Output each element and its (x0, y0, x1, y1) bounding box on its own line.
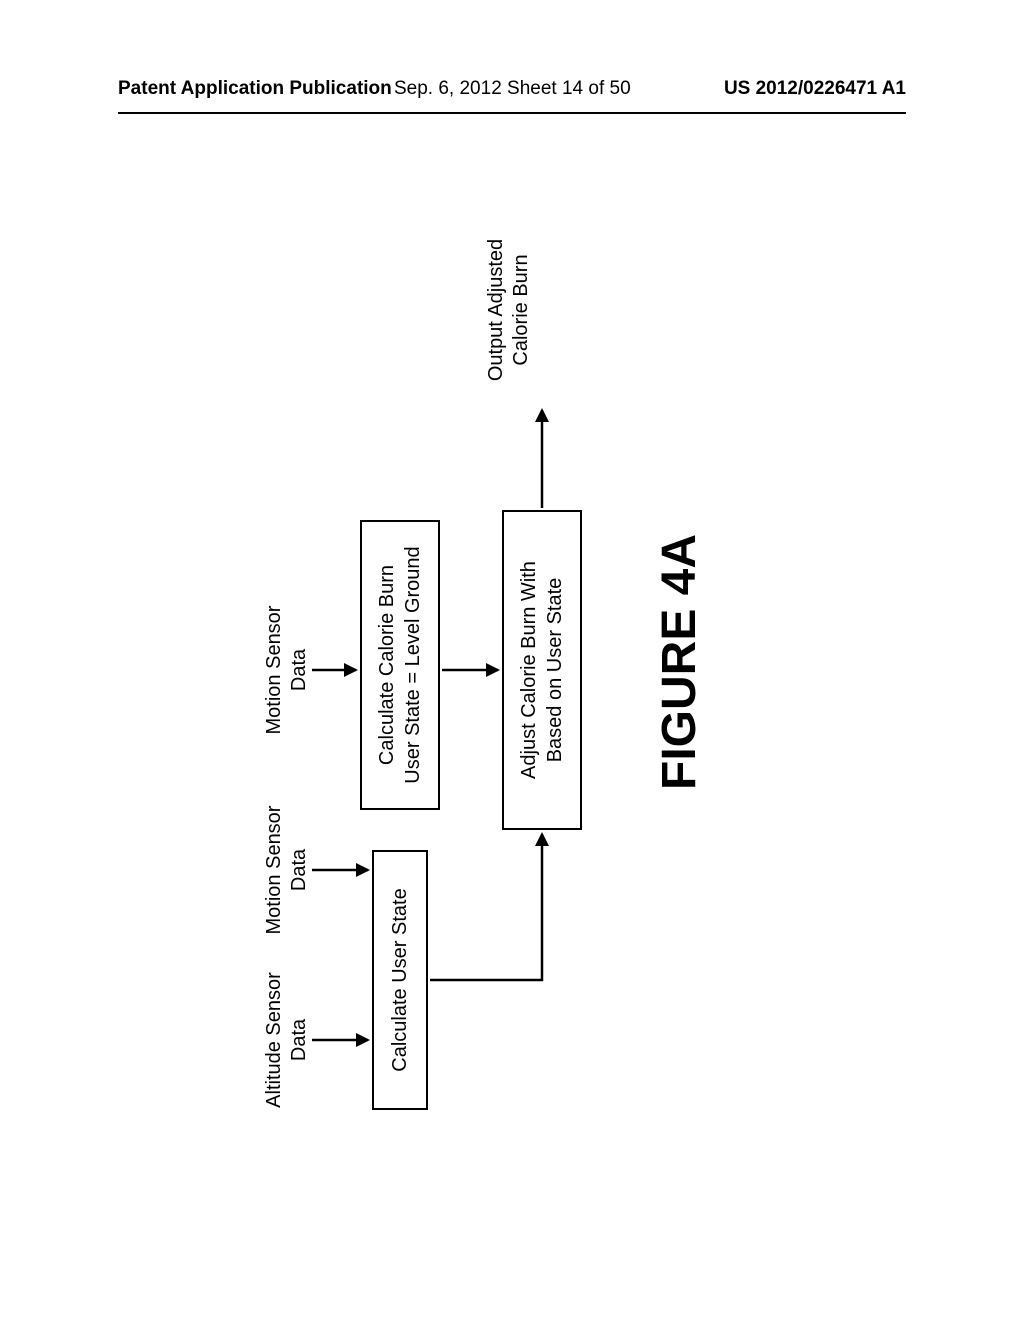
header-rule (118, 112, 906, 114)
flowchart: Altitude SensorDataMotion SensorDataMoti… (252, 210, 772, 1110)
flow-label-output_label: Output AdjustedCalorie Burn (484, 210, 532, 410)
figure-label: FIGURE 4A (652, 430, 712, 790)
flow-box-calc_state: Calculate User State (372, 850, 428, 1110)
flow-edge-4 (430, 834, 542, 980)
flow-label-alt_label: Altitude SensorData (262, 950, 310, 1130)
flow-box-adj_burn: Adjust Calorie Burn WithBased on User St… (502, 510, 582, 830)
flow-box-calc_burn: Calculate Calorie BurnUser State = Level… (360, 520, 440, 810)
header-right: US 2012/0226471 A1 (724, 78, 906, 100)
flow-label-motion1_label: Motion SensorData (262, 780, 310, 960)
flow-label-motion2_label: Motion SensorData (262, 580, 310, 760)
page: Patent Application Publication Sep. 6, 2… (0, 0, 1024, 1320)
header-center: Sep. 6, 2012 Sheet 14 of 50 (394, 78, 631, 100)
header-left: Patent Application Publication (118, 78, 392, 100)
